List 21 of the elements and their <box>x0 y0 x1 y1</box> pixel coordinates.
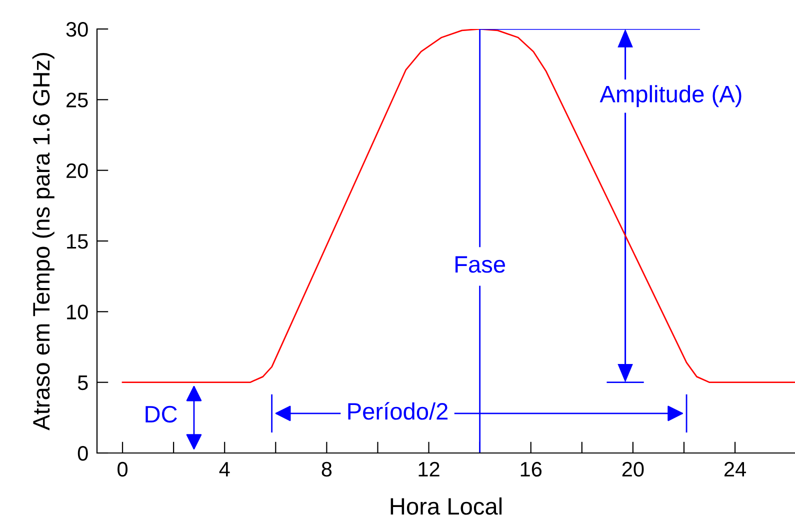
y-tick-label: 15 <box>67 234 88 249</box>
x-tick-label: 0 <box>118 462 128 477</box>
annotation: Amplitude (A) <box>600 85 742 108</box>
x-tick-label: 8 <box>322 462 332 477</box>
y-tick-label: 30 <box>66 22 88 37</box>
y-tick-label: 25 <box>66 92 88 108</box>
y-tick-label: 0 <box>78 446 88 461</box>
x-axis-title: Hora Local <box>390 497 502 515</box>
y-tick-label: 10 <box>67 304 88 320</box>
x-tick-label: 12 <box>418 462 440 476</box>
y-tick-label: 5 <box>78 376 88 390</box>
x-tick-label: 16 <box>520 462 542 477</box>
annotation: Período/2 <box>348 402 448 420</box>
y-tick-label: 20 <box>66 163 88 178</box>
x-tick-label: 4 <box>219 462 230 476</box>
x-tick-label: 24 <box>724 462 746 476</box>
ref-line-label: Fase <box>456 256 506 273</box>
y-axis-title: Atraso em Tempo (ns para 1.6 GHz) <box>32 53 54 430</box>
annotation: DC <box>146 406 177 423</box>
x-tick-label: 20 <box>622 462 644 477</box>
line-series <box>122 29 795 384</box>
